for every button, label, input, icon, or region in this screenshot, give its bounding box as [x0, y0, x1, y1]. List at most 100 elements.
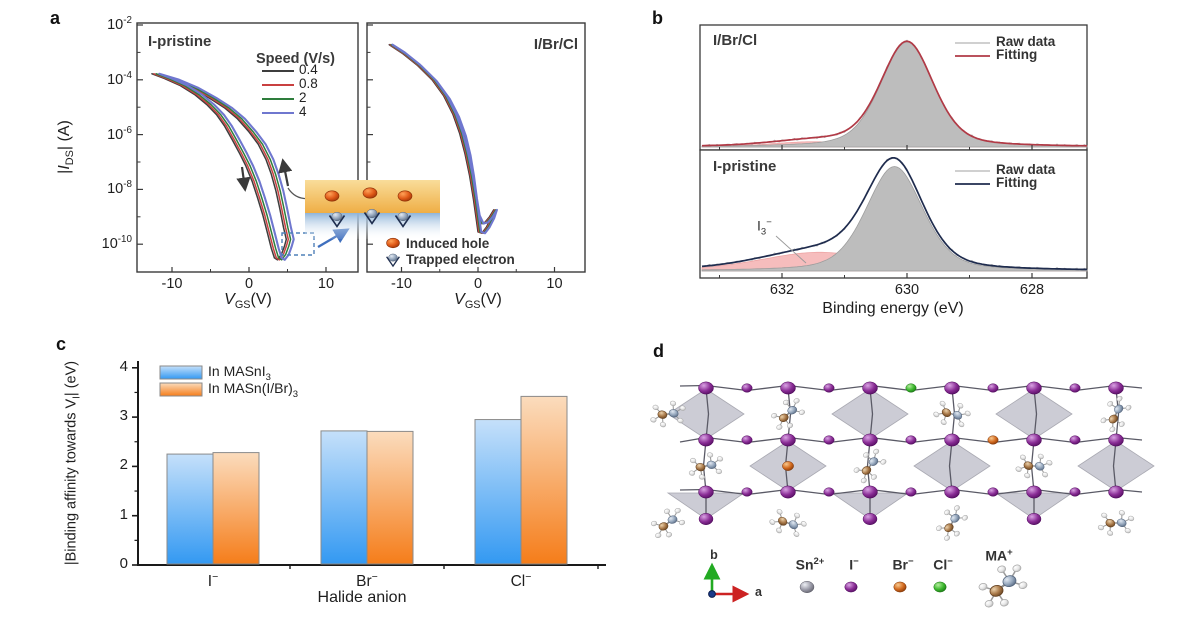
i3-annotation: I3− — [757, 217, 772, 238]
c-legend-label: In MASnI3 — [208, 363, 271, 383]
crystal-structure — [650, 381, 1155, 541]
panel-a-right-title: I/Br/Cl — [533, 36, 578, 53]
ma-molecule — [771, 398, 805, 430]
iodine-atom — [862, 433, 878, 447]
hydrogen-atom — [1116, 395, 1123, 402]
iodine-atom — [944, 381, 960, 395]
carbon-atom — [944, 523, 954, 533]
hydrogen-atom — [688, 470, 696, 476]
iodine-atom — [698, 485, 714, 499]
induced-hole-label: Induced hole — [406, 236, 490, 251]
octahedron — [1077, 440, 1155, 492]
nitrogen-atom — [668, 409, 679, 418]
fitting-curve-I/Br/Cl — [701, 40, 1088, 147]
iodine-atom — [944, 485, 960, 499]
hydrogen-atom — [679, 405, 686, 411]
hydrogen-atom — [650, 417, 657, 423]
ma-molecule — [688, 452, 724, 480]
iodine-atom — [944, 433, 960, 447]
iodine-atom — [1108, 485, 1124, 499]
hydrogen-atom — [776, 424, 783, 430]
carbon-atom — [1023, 461, 1034, 470]
speed-legend-value: 2 — [299, 90, 307, 105]
induced-hole-icon — [324, 190, 340, 202]
hydrogen-atom — [997, 565, 1007, 574]
ma-molecule — [936, 505, 968, 541]
carbon-atom — [778, 413, 789, 422]
iodine-atom — [780, 485, 796, 499]
y-tick-label: 10-2 — [107, 15, 132, 33]
hydrogen-atom — [1107, 530, 1114, 536]
nitrogen-atom — [950, 513, 960, 523]
panel-b-bottom-title: I-pristine — [713, 158, 777, 175]
hydrogen-atom — [793, 398, 800, 404]
hydrogen-atom — [870, 474, 877, 480]
speed-legend-value: 0.4 — [299, 62, 318, 77]
trapped-electron-icon — [397, 211, 409, 222]
hydrogen-atom — [665, 532, 673, 538]
octahedron — [995, 388, 1073, 440]
legend-sphere-purple — [844, 581, 858, 593]
panel-a-label: a — [50, 8, 61, 28]
species-label: I− — [849, 556, 859, 573]
hydrogen-atom — [1109, 426, 1116, 433]
species-label: Br− — [892, 556, 914, 573]
c-x-tick-label: Br− — [356, 571, 378, 591]
hydrogen-atom — [1046, 460, 1053, 466]
iodine-atom — [1108, 381, 1124, 395]
octahedron — [913, 440, 991, 492]
iodine-atom — [905, 487, 917, 497]
x-tick-label: 10 — [546, 276, 563, 292]
nitrogen-atom — [868, 457, 879, 466]
bar-In MASnI3-Cl- — [474, 419, 522, 565]
hydrogen-atom — [706, 452, 714, 458]
carbon-atom — [658, 522, 669, 531]
octahedron — [831, 388, 909, 440]
legend-label-I/Br/Cl: Fitting — [996, 47, 1038, 62]
x-tick-label: 0 — [244, 276, 254, 292]
hydrogen-atom — [1124, 527, 1131, 534]
axis-a-label: a — [755, 585, 762, 599]
hydrogen-atom — [793, 531, 800, 537]
y-tick-label: 10-6 — [107, 124, 132, 143]
hydrogen-atom — [1100, 417, 1107, 424]
iodine-atom — [741, 487, 753, 497]
iodine-atom — [1026, 485, 1042, 499]
carbon-atom — [941, 408, 952, 418]
iodine-atom — [987, 383, 999, 393]
hydrogen-atom — [944, 509, 951, 516]
hydrogen-atom — [716, 456, 724, 462]
hydrogen-atom — [1101, 512, 1108, 519]
c-x-tick-label: I− — [207, 571, 219, 591]
ma-molecule — [650, 400, 686, 428]
species-label: MA+ — [985, 547, 1013, 564]
bar-In MASnI3-I- — [166, 453, 214, 565]
trap-well-icon — [328, 215, 346, 228]
hydrogen-atom — [798, 409, 805, 415]
trapped-electron-icon — [366, 208, 378, 219]
hydrogen-atom — [715, 468, 722, 475]
legend-label-I-pristine: Raw data — [996, 162, 1056, 177]
hydrogen-atom — [776, 527, 782, 534]
trap-well-icon — [386, 256, 400, 268]
iodine-atom — [862, 513, 878, 525]
c-y-tick-label: 4 — [119, 357, 128, 375]
iodine-atom — [1026, 381, 1042, 395]
y-tick-label: 10-4 — [107, 69, 132, 88]
b-x-tick-label: 632 — [769, 282, 795, 298]
nitrogen-atom — [667, 515, 678, 524]
nitrogen-atom — [952, 410, 963, 420]
trap-well-icon — [363, 212, 381, 225]
iodine-atom — [741, 383, 753, 393]
hydrogen-atom — [936, 525, 942, 532]
hydrogen-atom — [674, 507, 681, 514]
legend-sphere-orange — [893, 581, 907, 593]
hydrogen-atom — [655, 532, 662, 539]
nitrogen-atom — [1002, 575, 1017, 588]
ma-molecule — [978, 564, 1028, 608]
hydrogen-atom — [1019, 454, 1026, 461]
transfer-curve-I-pristine-2 — [155, 73, 292, 261]
panel-c-label: c — [56, 334, 67, 354]
iodine-atom — [862, 485, 878, 499]
